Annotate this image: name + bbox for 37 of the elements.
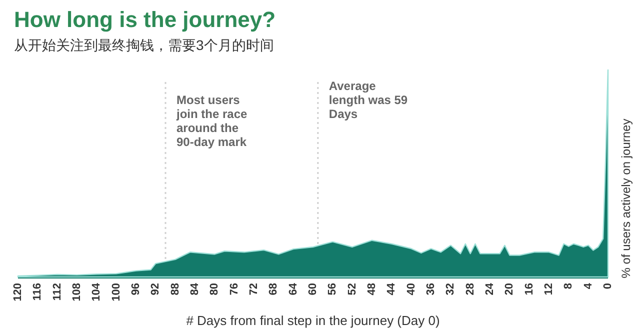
x-tick-label: 116: [32, 283, 44, 301]
x-tick-label: 56: [326, 283, 339, 296]
x-tick-label: 72: [248, 283, 260, 296]
x-axis-title: # Days from final step in the journey (Day 0): [186, 313, 440, 328]
x-tick-label: 8: [562, 283, 575, 290]
x-tick-label: 120: [12, 283, 24, 302]
x-tick-label: 44: [386, 282, 398, 296]
ref-line-label: Average length was 59 Days: [328, 79, 408, 121]
x-tick-label: 64: [287, 282, 300, 296]
x-tick-label: 52: [346, 283, 358, 296]
x-tick-label: 36: [425, 283, 437, 296]
y-axis-title: % of users actively on journey: [619, 118, 633, 278]
chart-title: How long is the journey?: [14, 7, 276, 32]
x-tick-label: 28: [464, 283, 476, 296]
x-tick-label: 20: [504, 283, 516, 296]
x-tick-label: 84: [189, 282, 201, 296]
x-tick-label: 48: [366, 283, 378, 296]
x-tick-label: 76: [228, 283, 240, 296]
x-tick-label: 16: [523, 283, 536, 296]
x-tick-label: 40: [405, 283, 418, 296]
x-tick-label: 0: [602, 283, 614, 290]
x-tick-label: 92: [150, 283, 162, 296]
x-tick-label: 68: [268, 283, 280, 296]
x-tick-label: 96: [130, 283, 142, 296]
x-tick-label: 100: [110, 283, 122, 302]
x-tick-label: 12: [543, 283, 555, 296]
x-tick-label: 24: [484, 282, 496, 296]
x-tick-label: 112: [51, 283, 64, 301]
x-tick-label: 104: [90, 282, 103, 302]
x-tick-label: 108: [71, 283, 83, 302]
x-tick-label: 4: [582, 282, 594, 290]
chart-subtitle: 从开始关注到最终掏钱，需要3个月的时间: [14, 37, 274, 53]
x-tick-label: 80: [208, 283, 221, 296]
x-tick-label: 32: [444, 283, 457, 296]
x-tick-label: 88: [169, 283, 182, 296]
ref-line-label: Most users join the race around the 90-day mark: [176, 93, 248, 149]
x-tick-label: 60: [307, 283, 319, 296]
